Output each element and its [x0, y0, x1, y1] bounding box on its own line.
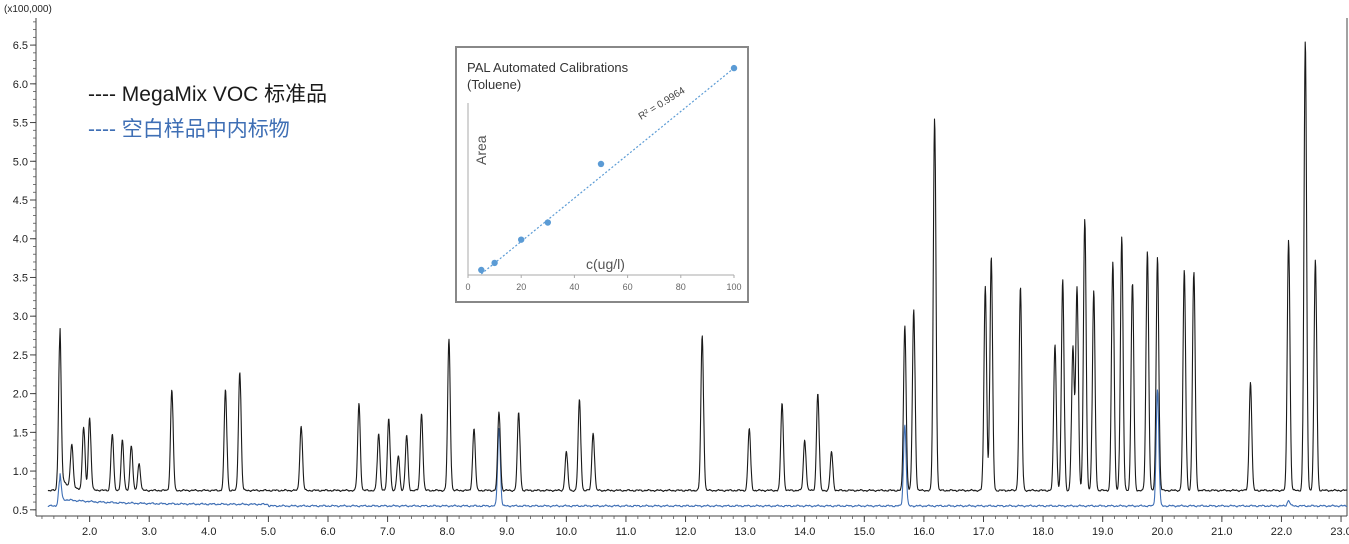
x-tick-label: 21.0 [1211, 526, 1232, 538]
x-tick-label: 14.0 [794, 526, 815, 538]
inset-frame [455, 46, 749, 303]
legend-item-megamix: ---- MegaMix VOC 标准品 [88, 83, 327, 106]
x-tick-label: 19.0 [1092, 526, 1113, 538]
inset-x-tick-label: 100 [726, 282, 741, 292]
y-tick-label: 5.0 [13, 156, 28, 168]
legend: ---- MegaMix VOC 标准品 ---- 空白样品中内标物 [88, 83, 327, 141]
x-tick-label: 11.0 [616, 526, 637, 538]
main-axes: 2.0 3.0 4.0 5.0 6.0 7.0 8.0 9.0 10.0 11.0 12.0 13.0… [13, 18, 1349, 538]
inset-data-point [518, 236, 525, 243]
x-tick-label: 20.0 [1152, 526, 1173, 538]
inset-plot: 0 20 40 60 80 100 [465, 64, 742, 292]
inset-y-label: Area [473, 135, 489, 165]
x-tick-label: 5.0 [261, 526, 276, 538]
inset-data-point [730, 64, 738, 72]
x-tick-label: 3.0 [142, 526, 157, 538]
calibration-inset: PAL Automated Calibrations (Toluene) Are… [455, 46, 749, 303]
y-tick-label: 3.5 [13, 272, 28, 284]
inset-title-line1: PAL Automated Calibrations [467, 60, 629, 75]
y-tick-label: 4.5 [13, 195, 28, 207]
x-tick-label: 18.0 [1032, 526, 1053, 538]
y-tick-label: 3.0 [13, 311, 28, 323]
y-tick-label: 0.5 [13, 505, 28, 517]
y-tick-label: 6.5 [13, 40, 28, 52]
inset-x-tick-label: 20 [516, 282, 526, 292]
x-tick-label: 10.0 [556, 526, 577, 538]
x-tick-label: 22.0 [1271, 526, 1292, 538]
x-tick-label: 15.0 [854, 526, 875, 538]
x-tick-label: 23.0 [1330, 526, 1349, 538]
y-tick-label: 4.0 [13, 234, 28, 246]
x-tick-label: 4.0 [201, 526, 216, 538]
x-tick-label: 13.0 [734, 526, 755, 538]
x-tick-label: 7.0 [380, 526, 395, 538]
inset-x-tick-label: 60 [623, 282, 633, 292]
legend-item-blank: ---- 空白样品中内标物 [88, 118, 290, 141]
inset-data-point [544, 219, 551, 226]
chromatogram-traces [47, 41, 1348, 508]
y-tick-label: 6.0 [13, 79, 28, 91]
inset-data-point [597, 160, 605, 168]
x-tick-label: 6.0 [320, 526, 335, 538]
x-tick-label: 8.0 [440, 526, 455, 538]
inset-x-tick-label: 40 [569, 282, 579, 292]
inset-title-line2: (Toluene) [467, 77, 521, 92]
y-scale-label: (x100,000) [4, 4, 52, 15]
x-tick-label: 2.0 [82, 526, 97, 538]
x-tick-label: 17.0 [973, 526, 994, 538]
inset-x-tick-label: 80 [676, 282, 686, 292]
inset-x-tick-label: 0 [465, 282, 470, 292]
y-tick-label: 1.5 [13, 427, 28, 439]
inset-data-point [491, 259, 498, 267]
blank-trace-line [47, 389, 1348, 508]
inset-x-label: c(ug/l) [586, 256, 625, 272]
megamix-trace-line [47, 41, 1348, 493]
inset-data-point [478, 266, 485, 274]
y-tick-label: 2.5 [13, 350, 28, 362]
x-tick-label: 9.0 [499, 526, 514, 538]
x-tick-label: 12.0 [675, 526, 696, 538]
x-tick-label: 16.0 [913, 526, 934, 538]
y-tick-label: 2.0 [13, 389, 28, 401]
y-tick-label: 5.5 [13, 118, 28, 130]
y-tick-label: 1.0 [13, 466, 28, 478]
